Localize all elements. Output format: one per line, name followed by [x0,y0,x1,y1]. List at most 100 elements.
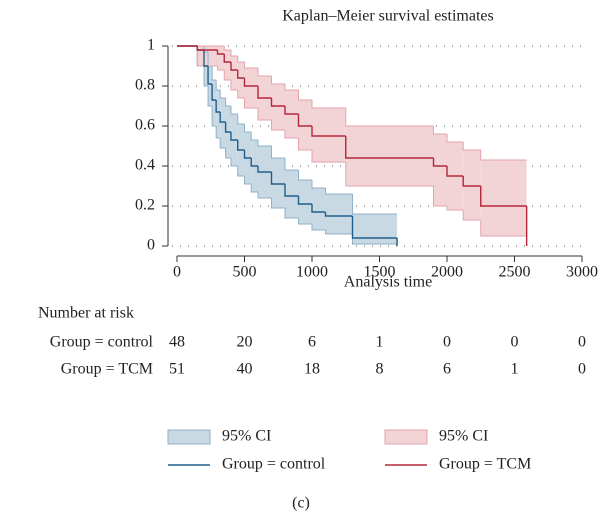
ci-band [298,180,312,224]
ci-band [231,56,238,90]
x-tick-label: 2000 [431,264,463,281]
ci-band [204,52,209,86]
ci-lower-edge [207,86,213,107]
ci-lower-edge [284,208,299,219]
survival-step [224,122,231,133]
ci-upper-edge [271,146,285,159]
ci-lower-edge [325,230,353,235]
survival-step [432,158,447,167]
ci-band [217,46,225,70]
survival-step [462,176,481,187]
risk-row-label: Group = control [50,334,154,351]
x-axis-label: Analysis time [344,274,432,291]
x-tick-label: 500 [233,264,257,281]
y-tick-label: 0.8 [135,77,155,94]
ci-lower-edge [271,120,285,131]
ci-band [480,160,527,236]
risk-count: 18 [304,361,320,378]
ci-band [352,214,398,244]
survival-step [311,126,346,137]
risk-count: 0 [443,334,451,351]
survival-step [243,150,252,159]
ci-lower-edge [244,176,252,185]
ci-lower-edge [311,150,346,163]
ci-upper-edge [237,114,245,125]
ci-lower-edge [217,66,225,71]
ci-upper-edge [230,50,238,57]
survival-step [237,140,245,151]
survival-step [446,166,464,177]
risk-count: 48 [169,334,185,351]
ci-upper-edge [244,62,258,69]
ci-band [312,108,346,162]
survival-step [223,54,231,63]
ci-upper-edge [225,98,231,107]
ci-lower-edge [230,80,238,91]
survival-step [243,78,258,87]
risk-count: 0 [578,361,586,378]
survival-step [230,132,238,141]
ci-upper-edge [325,188,353,195]
survival-step [351,216,398,239]
risk-count: 0 [511,334,519,351]
ci-upper-edge [211,66,217,81]
ci-lower-edge [250,184,258,193]
risk-count: 51 [169,361,185,378]
y-tick-label: 0.4 [135,157,155,174]
survival-step [237,70,245,79]
y-tick-label: 0.2 [135,197,155,214]
ci-lower-edge [237,90,245,99]
ci-upper-edge [219,90,226,99]
ci-upper-edge [311,100,346,109]
ci-band [224,50,231,80]
legend-label: Group = TCM [439,456,531,473]
y-tick-label: 1 [147,37,155,54]
ci-lower-edge [298,138,312,151]
ci-upper-edge [298,90,312,101]
survival-step [480,186,527,207]
x-tick-label: 2500 [499,264,531,281]
ci-lower-edge [244,98,258,109]
survival-step [196,46,218,51]
ci-lower-edge [203,66,209,87]
risk-count: 1 [511,361,519,378]
ci-lower-edge [284,130,299,139]
ci-lower-edge [196,46,218,67]
ci-upper-edge [271,76,285,85]
legend-label: 95% CI [439,428,488,445]
legend-ci-swatch [167,429,211,445]
ci-band [208,66,213,106]
legend-label: Group = control [222,456,326,473]
legend-label: 95% CI [222,428,271,445]
ci-lower-edge [311,224,326,231]
ci-lower-edge [257,108,272,121]
risk-count: 6 [308,334,316,351]
survival-step [324,212,353,217]
ci-band [237,62,245,98]
survival-step [270,98,285,107]
ci-lower-edge [237,166,245,177]
survival-step [297,114,312,127]
y-tick-label: 0 [147,237,155,254]
x-tick-label: 0 [173,264,181,281]
y-tick-label: 0.6 [135,117,155,134]
survival-step [219,112,226,123]
ci-lower-edge [219,138,226,149]
ci-lower-edge [271,198,285,209]
ci-band [325,194,353,234]
survival-step [297,196,312,205]
survival-step [311,204,326,213]
ci-upper-edge [257,140,272,147]
risk-count: 0 [578,334,586,351]
survival-step [345,136,434,159]
ci-band [345,126,434,186]
ci-lower-edge [480,220,527,237]
risk-table-title: Number at risk [38,305,134,322]
ci-lower-edge [211,106,217,127]
survival-step [211,84,217,101]
ci-lower-edge [433,186,447,207]
ci-upper-edge [230,106,238,115]
ci-band [271,158,285,208]
chart-title: Kaplan–Meier survival estimates [282,8,494,25]
